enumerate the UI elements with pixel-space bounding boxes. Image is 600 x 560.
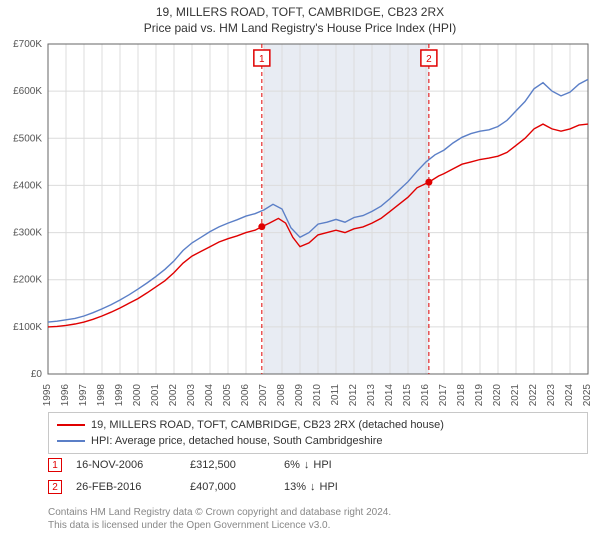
svg-text:2024: 2024 — [564, 384, 575, 407]
svg-text:1998: 1998 — [96, 384, 107, 407]
svg-text:2018: 2018 — [456, 384, 467, 407]
sale-price: £312,500 — [190, 459, 270, 471]
svg-text:2004: 2004 — [204, 384, 215, 407]
svg-text:1995: 1995 — [42, 384, 53, 407]
svg-text:£300K: £300K — [13, 228, 42, 239]
sale-row: 2 26-FEB-2016 £407,000 13% ↓ HPI — [48, 476, 588, 498]
svg-text:2007: 2007 — [258, 384, 269, 407]
svg-text:2009: 2009 — [294, 384, 305, 407]
svg-text:£500K: £500K — [13, 133, 42, 144]
legend-row: HPI: Average price, detached house, Sout… — [57, 433, 579, 449]
sale-price: £407,000 — [190, 481, 270, 493]
attribution-line-2: This data is licensed under the Open Gov… — [48, 519, 588, 532]
legend-label-2: HPI: Average price, detached house, Sout… — [91, 435, 382, 447]
svg-text:2022: 2022 — [528, 384, 539, 407]
chart-container: 19, MILLERS ROAD, TOFT, CAMBRIDGE, CB23 … — [0, 0, 600, 560]
sale-delta: 6% ↓ HPI — [284, 459, 384, 471]
svg-text:1996: 1996 — [60, 384, 71, 407]
legend-label-1: 19, MILLERS ROAD, TOFT, CAMBRIDGE, CB23 … — [91, 419, 444, 431]
sale-marker-1: 1 — [48, 458, 62, 472]
sale-delta: 13% ↓ HPI — [284, 481, 384, 493]
svg-text:£200K: £200K — [13, 275, 42, 286]
svg-text:2021: 2021 — [510, 384, 521, 407]
svg-text:£700K: £700K — [13, 39, 42, 50]
sale-marker-2: 2 — [48, 480, 62, 494]
svg-text:2012: 2012 — [348, 384, 359, 407]
svg-text:2023: 2023 — [546, 384, 557, 407]
svg-text:2008: 2008 — [276, 384, 287, 407]
svg-text:2: 2 — [426, 54, 432, 65]
svg-text:1997: 1997 — [78, 384, 89, 407]
svg-text:2025: 2025 — [582, 384, 593, 407]
svg-text:2016: 2016 — [420, 384, 431, 407]
svg-text:1: 1 — [259, 54, 265, 65]
sale-row: 1 16-NOV-2006 £312,500 6% ↓ HPI — [48, 454, 588, 476]
svg-text:2003: 2003 — [186, 384, 197, 407]
title-line-1: 19, MILLERS ROAD, TOFT, CAMBRIDGE, CB23 … — [0, 4, 600, 20]
svg-text:2015: 2015 — [402, 384, 413, 407]
legend-row: 19, MILLERS ROAD, TOFT, CAMBRIDGE, CB23 … — [57, 417, 579, 433]
svg-text:£600K: £600K — [13, 86, 42, 97]
down-arrow-icon: ↓ — [310, 481, 316, 493]
title-block: 19, MILLERS ROAD, TOFT, CAMBRIDGE, CB23 … — [0, 0, 600, 36]
svg-text:2019: 2019 — [474, 384, 485, 407]
svg-text:2005: 2005 — [222, 384, 233, 407]
legend-swatch-2 — [57, 440, 85, 442]
svg-text:2017: 2017 — [438, 384, 449, 407]
svg-text:2013: 2013 — [366, 384, 377, 407]
sale-date: 26-FEB-2016 — [76, 481, 176, 493]
svg-text:2010: 2010 — [312, 384, 323, 407]
svg-text:2011: 2011 — [330, 384, 341, 406]
legend-swatch-1 — [57, 424, 85, 426]
down-arrow-icon: ↓ — [304, 459, 310, 471]
sale-date: 16-NOV-2006 — [76, 459, 176, 471]
chart-area: £0£100K£200K£300K£400K£500K£600K£700K199… — [48, 44, 588, 406]
svg-text:2000: 2000 — [132, 384, 143, 407]
attribution: Contains HM Land Registry data © Crown c… — [48, 506, 588, 532]
sales-table: 1 16-NOV-2006 £312,500 6% ↓ HPI 2 26-FEB… — [48, 454, 588, 498]
svg-text:2014: 2014 — [384, 384, 395, 407]
attribution-line-1: Contains HM Land Registry data © Crown c… — [48, 506, 588, 519]
svg-text:1999: 1999 — [114, 384, 125, 407]
svg-text:2006: 2006 — [240, 384, 251, 407]
svg-text:2020: 2020 — [492, 384, 503, 407]
svg-text:2001: 2001 — [150, 384, 161, 407]
svg-text:£0: £0 — [31, 369, 43, 380]
legend-box: 19, MILLERS ROAD, TOFT, CAMBRIDGE, CB23 … — [48, 412, 588, 454]
svg-text:£400K: £400K — [13, 180, 42, 191]
svg-text:2002: 2002 — [168, 384, 179, 407]
title-line-2: Price paid vs. HM Land Registry's House … — [0, 20, 600, 36]
chart-svg: £0£100K£200K£300K£400K£500K£600K£700K199… — [48, 44, 588, 406]
svg-text:£100K: £100K — [13, 322, 42, 333]
